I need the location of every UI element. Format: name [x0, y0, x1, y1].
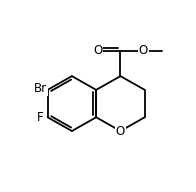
Text: O: O	[139, 44, 148, 57]
Text: O: O	[93, 44, 102, 57]
Text: F: F	[37, 111, 44, 124]
Text: O: O	[116, 124, 125, 137]
Text: Br: Br	[34, 82, 47, 95]
